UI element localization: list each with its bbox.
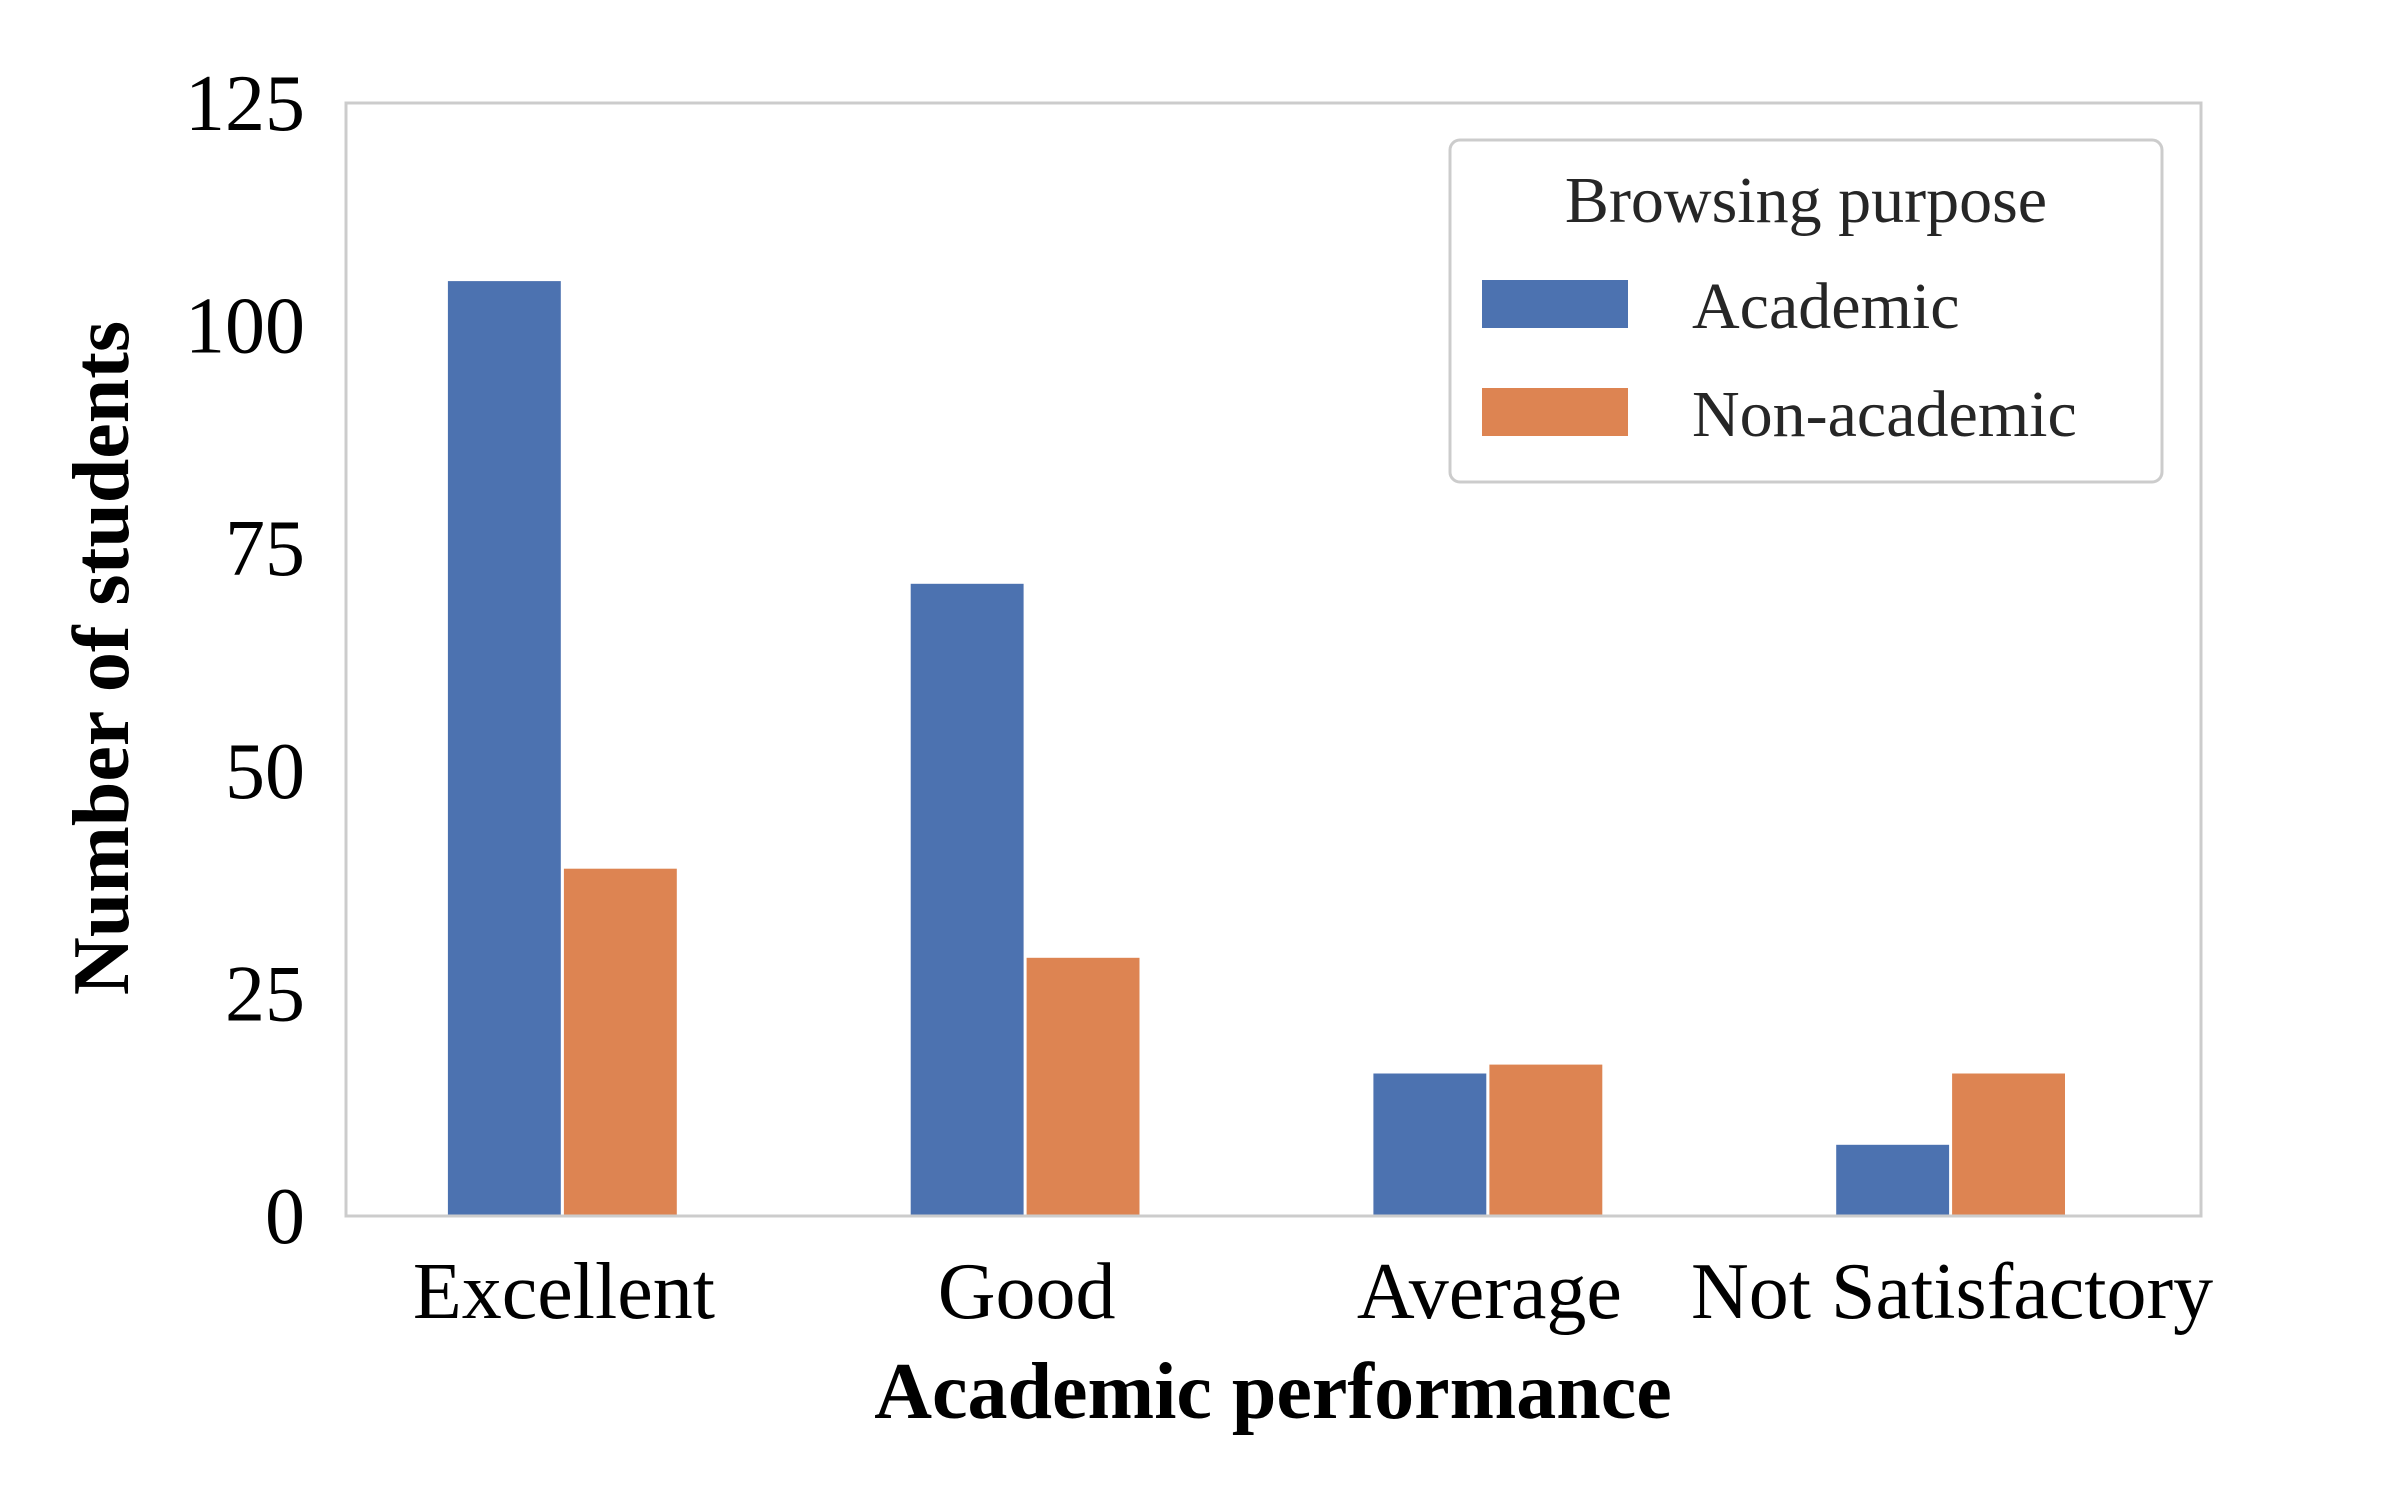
y-tick-labels: 0 25 50 75 100 125 <box>185 60 305 1261</box>
y-tick-label-0: 0 <box>265 1173 305 1261</box>
x-axis-label: Academic performance <box>874 1348 1671 1436</box>
y-tick-label-50: 50 <box>225 728 305 816</box>
legend-title: Browsing purpose <box>1565 164 2047 237</box>
legend-swatch-non-academic <box>1482 388 1628 436</box>
x-tick-label-good: Good <box>938 1248 1116 1336</box>
y-tick-label-25: 25 <box>225 950 305 1038</box>
bar-academic-excellent <box>447 281 561 1217</box>
legend-label-academic: Academic <box>1692 270 1960 343</box>
legend-label-non-academic: Non-academic <box>1692 378 2077 451</box>
y-tick-label-125: 125 <box>185 60 305 148</box>
legend: Browsing purpose Academic Non-academic <box>1448 138 2164 484</box>
bar-academic-good <box>910 583 1024 1216</box>
x-tick-label-not-satisfactory: Not Satisfactory <box>1691 1248 2213 1336</box>
bars-layer <box>447 281 2065 1217</box>
y-axis-label: Number of students <box>58 321 146 995</box>
bar-non-academic-excellent <box>563 868 677 1216</box>
bar-academic-not-satisfactory <box>1836 1144 1950 1216</box>
bar-non-academic-not-satisfactory <box>1952 1073 2065 1216</box>
plot-frame <box>344 101 2203 1218</box>
y-tick-label-100: 100 <box>185 283 305 371</box>
x-tick-label-average: Average <box>1357 1248 1622 1336</box>
bar-non-academic-good <box>1026 957 1140 1216</box>
x-tick-label-excellent: Excellent <box>413 1248 715 1336</box>
bar-academic-average <box>1373 1073 1487 1216</box>
legend-swatch-academic <box>1482 280 1628 328</box>
x-tick-labels: Excellent Good Average Not Satisfactory <box>413 1248 2213 1336</box>
y-tick-label-75: 75 <box>225 505 305 593</box>
bar-non-academic-average <box>1489 1064 1603 1216</box>
